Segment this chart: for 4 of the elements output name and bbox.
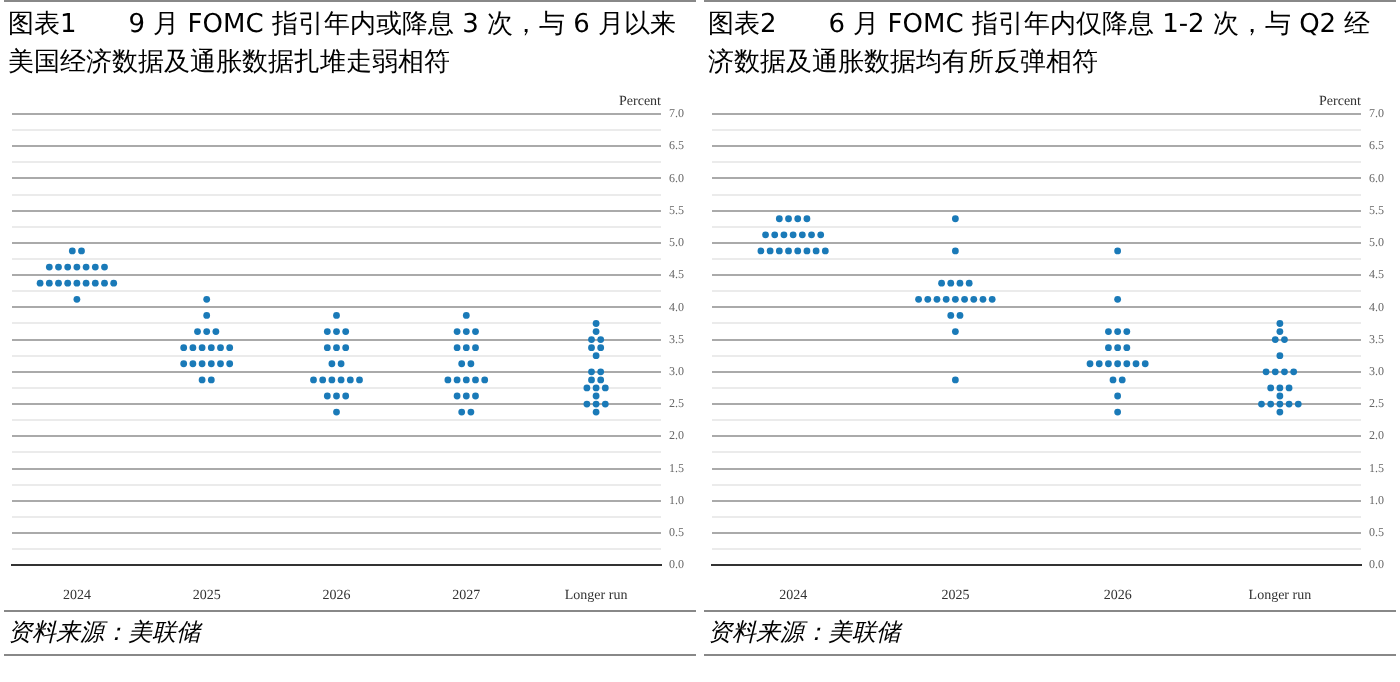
text: 资料来源：美联储 (704, 610, 1396, 656)
chart-title: 图表1 9 月 FOMC 指引年内或降息 3 次，与 6 月以来美国经济数据及通胀数据扎堆走弱相符 (4, 0, 696, 86)
text: 资料来源：美联储 (4, 610, 696, 656)
chart-title: 图表2 6 月 FOMC 指引年内仅降息 1-2 次，与 Q2 经济数据及通胀数据均有所反弹相符 (704, 0, 1396, 86)
